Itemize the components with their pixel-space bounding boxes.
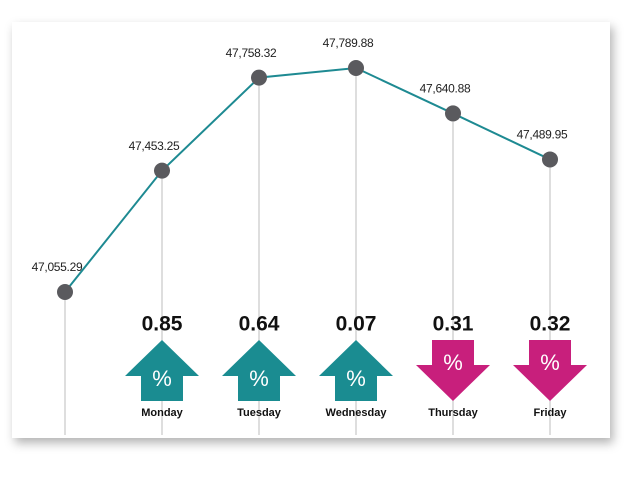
- change-value: 0.07: [336, 313, 377, 336]
- point: [154, 162, 170, 179]
- change-value: 0.32: [530, 313, 571, 336]
- value-label: 47,453.25: [129, 139, 180, 153]
- point: [445, 105, 461, 122]
- percent-symbol: %: [249, 366, 269, 391]
- arrow-down: [513, 340, 587, 401]
- value-label: 47,055.29: [32, 260, 83, 274]
- day-label: Wednesday: [326, 407, 388, 419]
- percent-symbol: %: [346, 366, 366, 391]
- day-label: Thursday: [428, 407, 478, 419]
- arrow-up: [319, 340, 393, 401]
- point: [251, 69, 267, 86]
- arrow-up: [125, 340, 199, 401]
- value-label: 47,640.88: [420, 82, 471, 96]
- arrow-up: [222, 340, 296, 401]
- day-label: Friday: [533, 407, 567, 419]
- point: [542, 151, 558, 168]
- point: [348, 60, 364, 76]
- line: [64, 66, 551, 293]
- change-value: 0.64: [239, 313, 280, 336]
- value-label: 47,758.32: [226, 46, 277, 60]
- value-label: 47,489.95: [517, 128, 568, 142]
- value-label: 47,789.88: [323, 36, 374, 50]
- day-label: Monday: [141, 407, 183, 419]
- percent-symbol: %: [443, 350, 463, 375]
- arrow-down: [416, 340, 490, 401]
- point: [57, 284, 73, 300]
- percent-symbol: %: [540, 350, 560, 375]
- percent-symbol: %: [152, 366, 172, 391]
- change-value: 0.85: [142, 313, 183, 336]
- day-label: Tuesday: [237, 407, 282, 419]
- card: [12, 22, 610, 438]
- change-value: 0.31: [433, 313, 474, 336]
